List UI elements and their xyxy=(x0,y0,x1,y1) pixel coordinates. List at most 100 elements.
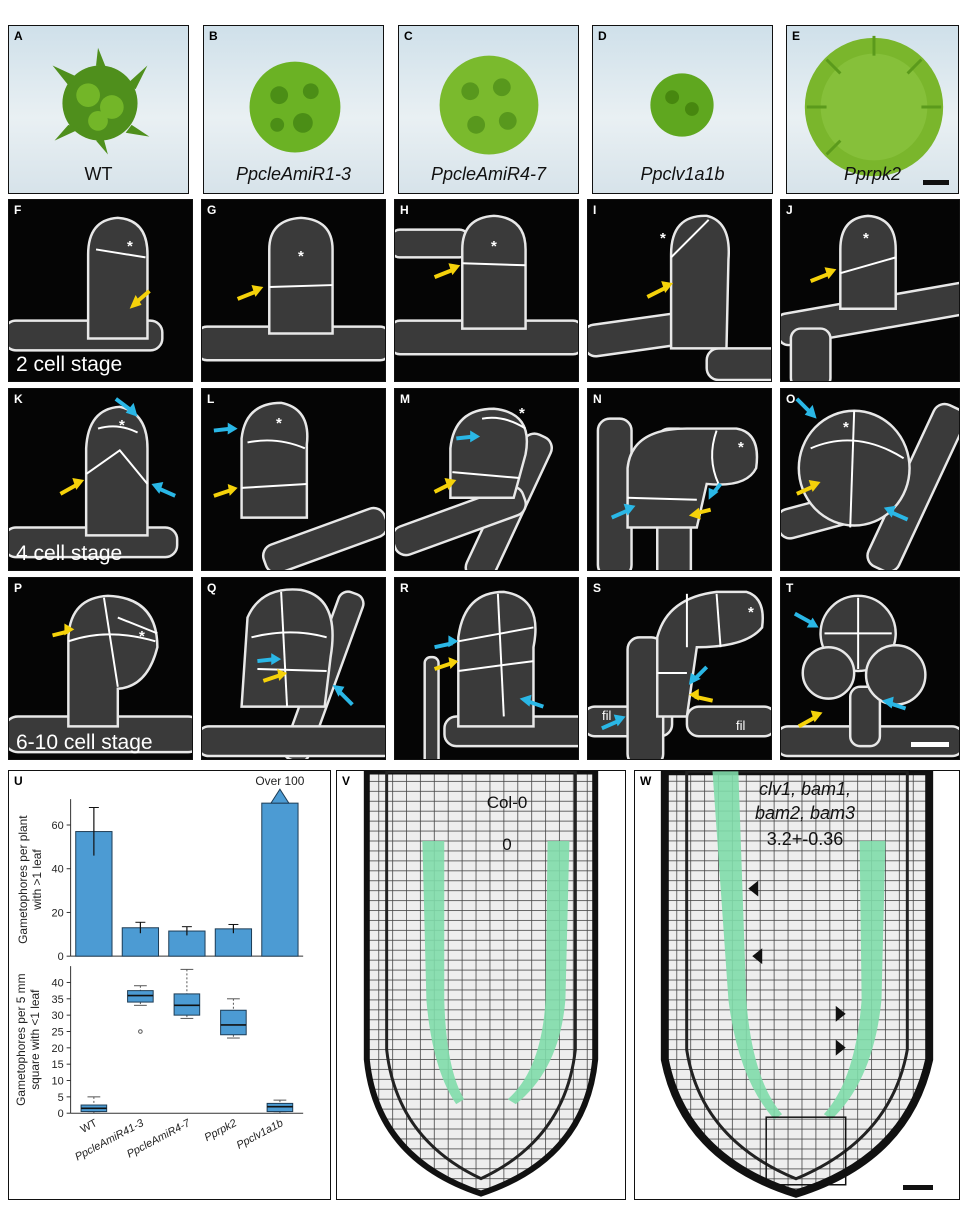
panel-letter-i: I xyxy=(593,203,597,217)
bud-image-g xyxy=(202,216,385,362)
panel-l: L * xyxy=(201,388,386,571)
y-tick-label: 60 xyxy=(52,820,64,832)
panel-f: F * 2 cell stage xyxy=(8,199,193,382)
colony-image-pprpk2 xyxy=(804,35,944,177)
bud-image-r xyxy=(423,590,578,759)
panel-g: G * xyxy=(201,199,386,382)
panel-letter-b: B xyxy=(209,29,218,43)
y-tick-label: 5 xyxy=(58,1092,64,1104)
panel-letter-q: Q xyxy=(207,581,217,595)
panel-letter-l: L xyxy=(207,392,215,406)
y-tick-label: 20 xyxy=(52,1043,64,1055)
scale-bar xyxy=(923,180,949,185)
y-tick-label: 30 xyxy=(52,1010,64,1022)
root-image-clv1-bam xyxy=(660,771,934,1198)
apical-cell-marker: * xyxy=(748,604,754,621)
panel-p: P * 6-10 cell stage xyxy=(8,577,193,760)
bud-image-j xyxy=(781,214,959,381)
y-axis-title-line: with >1 leaf xyxy=(30,849,44,911)
box xyxy=(266,1102,294,1113)
panel-j: J * xyxy=(780,199,960,382)
panel-k: K * 4 cell stage xyxy=(8,388,193,571)
apical-cell-marker: * xyxy=(491,238,497,255)
panel-letter-a: A xyxy=(14,29,23,43)
apical-cell-marker: * xyxy=(863,230,869,247)
apical-cell-marker: * xyxy=(139,628,145,645)
panel-h: H * xyxy=(394,199,579,382)
bud-image-p xyxy=(9,594,192,754)
x-tick-label: Pprpk2 xyxy=(203,1117,239,1144)
genotype-label-ppclv1a1b: Ppclv1a1b xyxy=(640,164,725,184)
y-axis-title: Gametophores per 5 mmsquare with <1 leaf xyxy=(14,973,42,1105)
bar xyxy=(214,928,253,957)
y-tick-label: 20 xyxy=(52,907,64,919)
colony-image-wt xyxy=(52,47,150,155)
scale-bar xyxy=(903,1185,933,1190)
bud-image-q xyxy=(202,588,385,759)
panel-m: M * xyxy=(394,388,579,571)
colony-image-ppclv1a1b xyxy=(650,73,714,137)
colony-image-ppcleamir1-3 xyxy=(249,61,341,153)
genotype-label-col-0: Col-0 xyxy=(486,793,528,812)
y-tick-label: 0 xyxy=(58,951,64,963)
outlier-point xyxy=(138,1029,143,1034)
y-axis-title-line: Gametophores per 5 mm xyxy=(14,973,28,1105)
bud-image-n xyxy=(596,417,759,570)
panel-i: I * xyxy=(587,199,772,382)
genotype-label-line1: clv1, bam1, xyxy=(758,779,852,799)
x-tick-label: WT xyxy=(79,1117,100,1136)
panel-letter-e: E xyxy=(792,29,801,43)
apical-cell-marker: * xyxy=(843,419,849,436)
stage-label: 6-10 cell stage xyxy=(16,731,153,754)
apical-cell-marker: * xyxy=(127,238,133,255)
panel-letter-f: F xyxy=(14,203,22,217)
panel-letter-m: M xyxy=(400,392,410,406)
filament-label: fil xyxy=(602,708,612,723)
bud-image-i xyxy=(588,214,771,381)
y-tick-label: 0 xyxy=(58,1108,64,1120)
stage-label: 2 cell stage xyxy=(16,353,123,376)
apical-cell-marker: * xyxy=(119,417,125,434)
apical-cell-marker: * xyxy=(276,415,282,432)
genotype-label-pprpk2: Pprpk2 xyxy=(843,164,902,184)
panel-e: E Pprpk2 xyxy=(786,25,959,194)
panel-letter-o: O xyxy=(786,392,796,406)
genotype-label-line2: bam2, bam3 xyxy=(754,803,856,823)
panel-n: N * xyxy=(587,388,772,571)
panel-letter-v: V xyxy=(342,774,351,788)
y-axis-title: Gametophores per plantwith >1 leaf xyxy=(16,815,44,944)
panel-s: S * fil fil xyxy=(587,577,772,760)
colony-image-ppcleamir4-7 xyxy=(439,55,539,155)
panel-w: W clv1, bam1, bam2, bam3 3.2+-0.36 xyxy=(634,770,960,1200)
genotype-label-wt: WT xyxy=(84,164,113,184)
bud-image-t xyxy=(781,594,959,758)
box xyxy=(220,1009,247,1036)
bud-image-l xyxy=(213,401,385,570)
y-axis-title-line: Gametophores per plant xyxy=(16,815,30,944)
panel-letter-c: C xyxy=(404,29,413,43)
genotype-label-ppcleamir4-7: PpcleAmiR4-7 xyxy=(430,164,547,184)
filament-label: fil xyxy=(736,718,746,733)
y-tick-label: 10 xyxy=(52,1075,64,1087)
panel-letter-t: T xyxy=(786,581,794,595)
genotype-label-ppcleamir1-3: PpcleAmiR1-3 xyxy=(235,164,352,184)
panel-u: U 0 20 40 60 Over 100 Gametophores per plantw… xyxy=(8,770,331,1200)
panel-t: T xyxy=(780,577,960,760)
gametophore-charts: 0 20 40 60 Over 100 Gametophores per plantwit… xyxy=(14,774,305,1163)
panel-letter-d: D xyxy=(598,29,607,43)
panel-letter-r: R xyxy=(400,581,409,595)
y-tick-label: 25 xyxy=(52,1026,64,1038)
panel-o: O * xyxy=(780,388,960,571)
overflow-marker xyxy=(270,788,290,804)
bud-image-o xyxy=(781,397,959,570)
panel-letter-w: W xyxy=(640,774,652,788)
panel-b: B PpcleAmiR1-3 xyxy=(203,25,384,194)
apical-cell-marker: * xyxy=(738,439,744,456)
stage-label: 4 cell stage xyxy=(16,542,123,565)
panel-letter-s: S xyxy=(593,581,602,595)
x-tick-label: Ppclv1a1b xyxy=(235,1117,286,1152)
y-tick-label: 15 xyxy=(52,1059,64,1071)
panel-letter-j: J xyxy=(786,203,793,217)
phenotype-value: 3.2+-0.36 xyxy=(766,829,844,849)
y-tick-label: 35 xyxy=(52,994,64,1006)
